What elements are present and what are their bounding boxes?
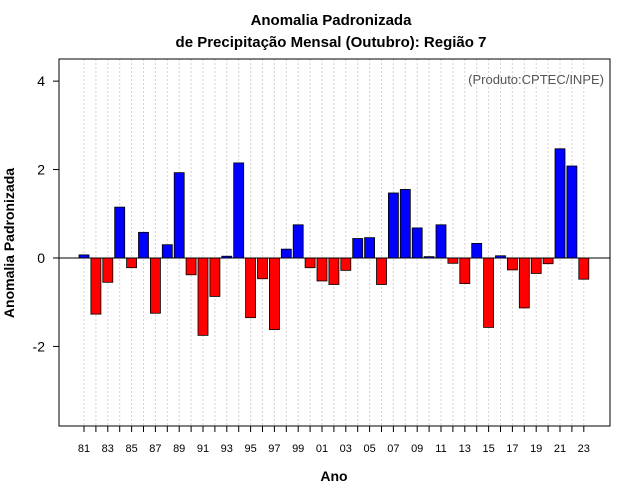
bar-87 — [149, 257, 161, 314]
bar-91 — [197, 257, 209, 336]
bar-12 — [447, 257, 459, 264]
bar-19 — [530, 257, 542, 274]
bar-07 — [387, 192, 399, 259]
bar-17 — [506, 257, 518, 271]
bar-15 — [483, 257, 495, 328]
chart-title-line2: de Precipitação Mensal (Outubro): Região… — [176, 34, 487, 51]
y-axis-label: Anomalia Padronizada — [1, 168, 17, 318]
x-tick-label: 87 — [149, 443, 161, 455]
bar-97 — [268, 257, 280, 331]
x-tick-label: 17 — [506, 443, 518, 455]
x-tick-label: 83 — [102, 443, 114, 455]
x-tick-label: 11 — [435, 443, 446, 455]
x-tick-label: 97 — [268, 443, 280, 455]
plot-frame — [58, 58, 611, 427]
bar-98 — [280, 248, 292, 259]
x-tick-label: 05 — [363, 443, 375, 455]
bar-82 — [90, 257, 102, 315]
bar-84 — [114, 206, 126, 259]
bar-90 — [185, 257, 197, 276]
y-tick-label: 2 — [37, 162, 45, 178]
bar-23 — [578, 257, 590, 280]
bar-05 — [364, 237, 376, 259]
bar-04 — [352, 238, 364, 259]
y-tick-label: 4 — [37, 73, 45, 89]
x-axis: 81 83 85 87 89 91 93 95 97 99 01 03 05 07 09 11 13 15 17 19… — [78, 426, 590, 455]
bar-88 — [161, 244, 173, 259]
bar-22 — [566, 165, 578, 259]
bar-01 — [316, 257, 328, 282]
grid-lines — [83, 59, 585, 426]
x-tick-label: 91 — [197, 443, 209, 455]
x-tick-label: 01 — [316, 443, 328, 455]
bar-14 — [471, 242, 483, 259]
bar-20 — [542, 257, 554, 265]
x-tick-label: 95 — [244, 443, 256, 455]
y-tick-label: 0 — [37, 250, 45, 266]
chart-title-line1: Anomalia Padronizada — [251, 12, 413, 29]
source-label: (Produto:CPTEC/INPE) — [468, 72, 604, 87]
x-axis-label: Ano — [320, 468, 347, 484]
x-tick-label: 99 — [292, 443, 304, 455]
x-tick-label: 21 — [554, 443, 566, 455]
bar-09 — [411, 227, 423, 259]
x-tick-label: 85 — [125, 443, 137, 455]
bar-94 — [233, 162, 245, 259]
x-tick-label: 81 — [78, 443, 90, 455]
x-tick-label: 93 — [221, 443, 233, 455]
bar-11 — [435, 224, 447, 259]
bar-13 — [459, 257, 471, 285]
x-tick-label: 89 — [173, 443, 185, 455]
x-tick-label: 09 — [411, 443, 423, 455]
bar-18 — [518, 257, 530, 309]
bar-92 — [209, 257, 221, 297]
x-tick-label: 19 — [530, 443, 542, 455]
y-tick-label: -2 — [33, 338, 46, 354]
x-tick-label: 23 — [578, 443, 590, 455]
bar-03 — [340, 257, 352, 271]
x-tick-label: 15 — [482, 443, 494, 455]
bar-02 — [328, 257, 340, 285]
x-tick-label: 03 — [340, 443, 352, 455]
bars-group — [78, 148, 590, 336]
bar-86 — [138, 231, 149, 259]
bar-21 — [554, 148, 566, 259]
bar-96 — [257, 257, 268, 280]
bar-83 — [102, 257, 114, 283]
bar-95 — [245, 257, 257, 319]
y-axis: -2 0 2 4 — [33, 73, 59, 354]
bar-08 — [399, 189, 411, 259]
x-tick-label: 13 — [459, 443, 471, 455]
bar-00 — [304, 257, 316, 269]
bar-99 — [292, 224, 304, 259]
bar-06 — [376, 257, 387, 285]
bar-89 — [173, 172, 185, 259]
x-tick-label: 07 — [387, 443, 399, 455]
bar-85 — [126, 257, 137, 269]
